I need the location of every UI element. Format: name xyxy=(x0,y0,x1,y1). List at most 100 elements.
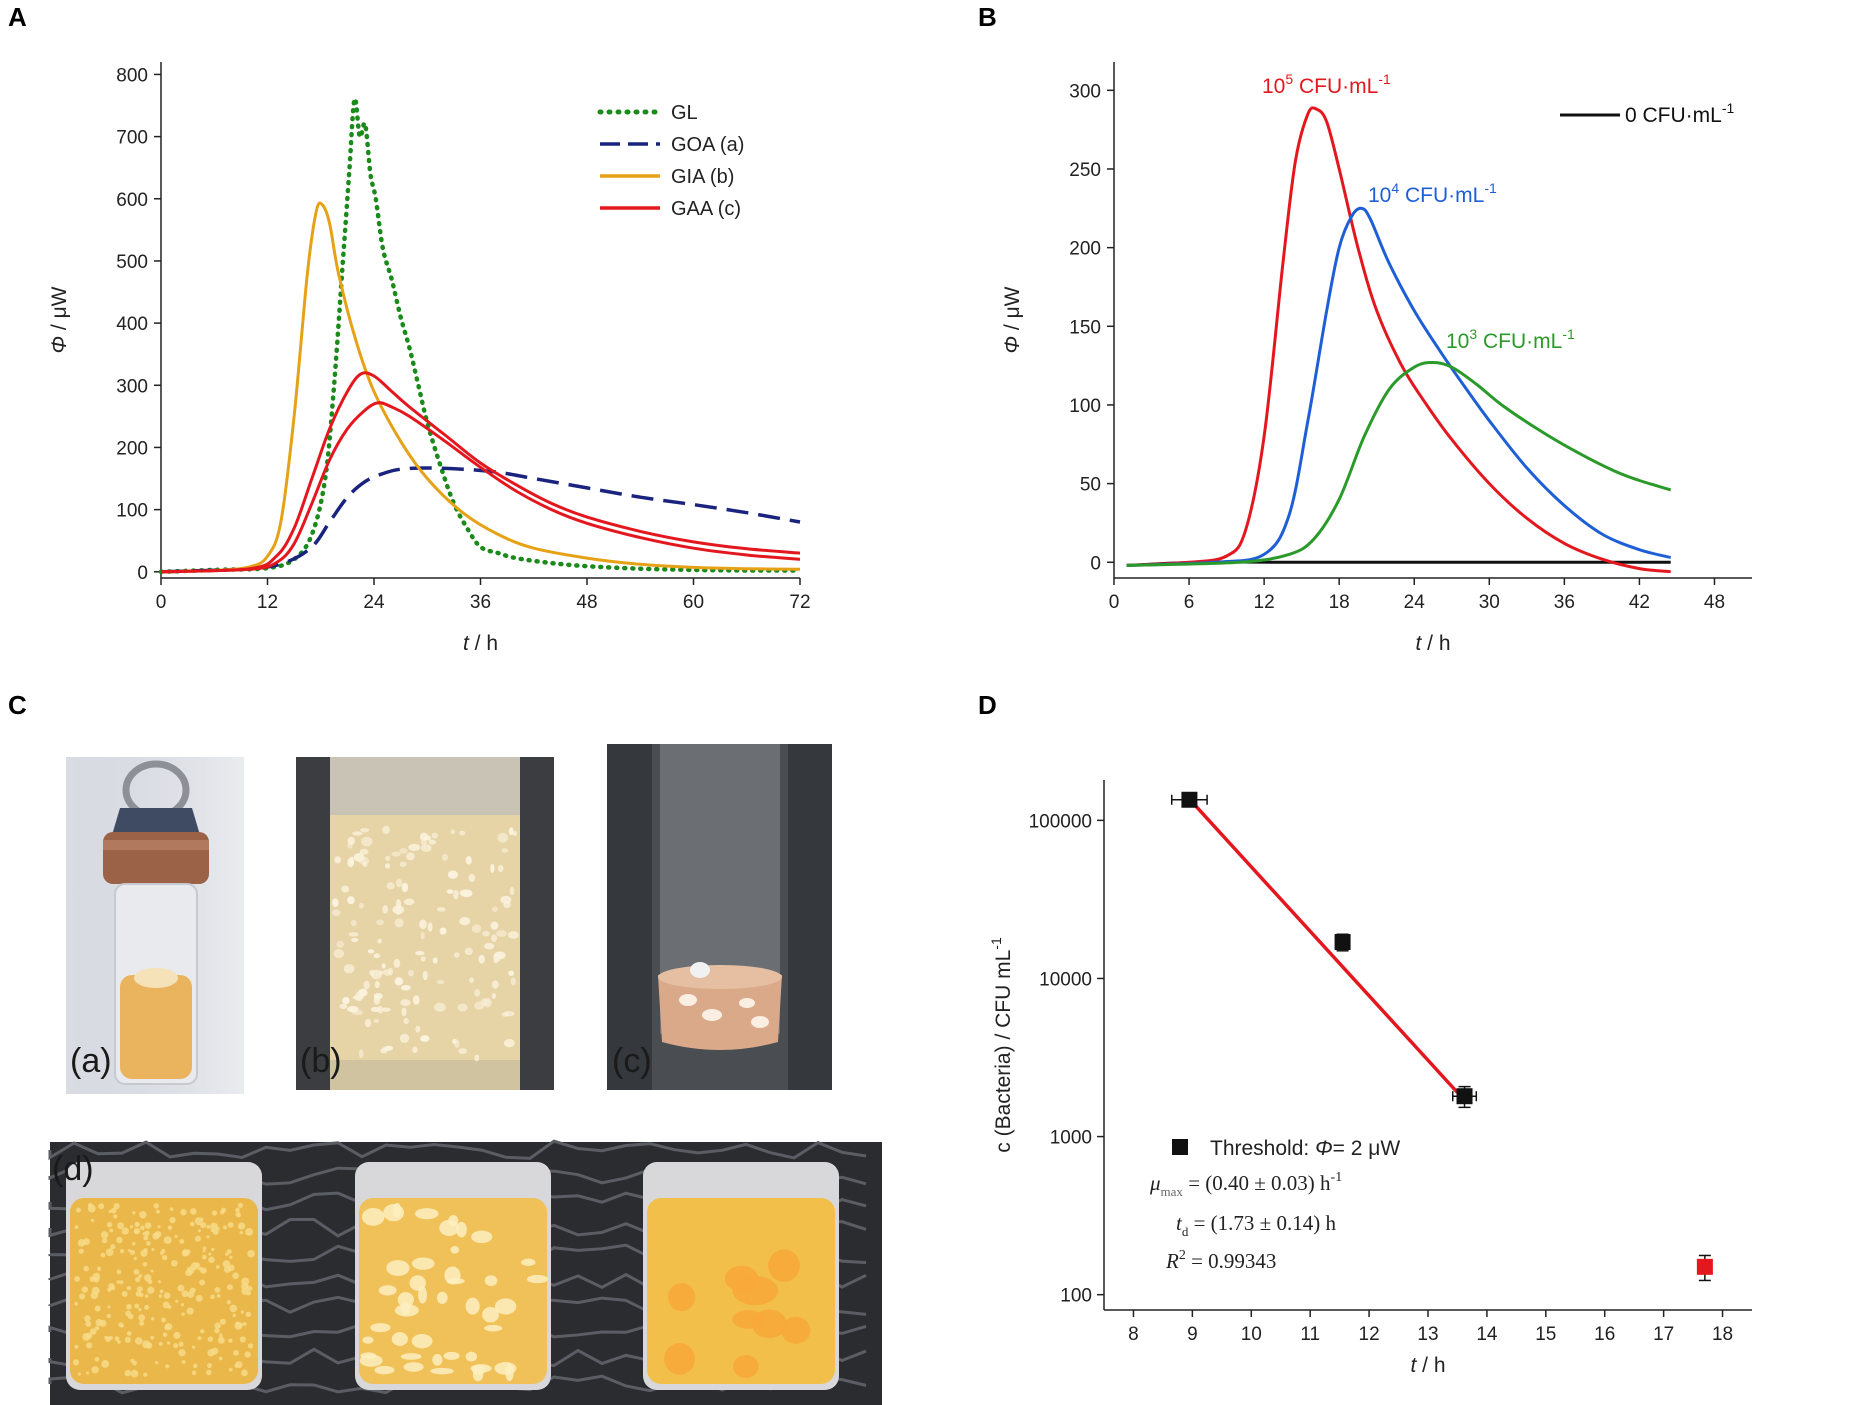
colony-dot xyxy=(194,1235,202,1242)
colony-dot xyxy=(91,1366,99,1374)
colony-dot xyxy=(418,1286,428,1304)
colony-dot xyxy=(374,980,380,989)
colony-dot xyxy=(493,953,502,962)
colony-dot xyxy=(471,924,482,933)
colony-dot xyxy=(186,1266,195,1275)
colony-dot xyxy=(110,1207,117,1214)
colony-dot xyxy=(474,1054,480,1062)
b-xtick-label: 0 xyxy=(1109,592,1120,613)
d-fit-line xyxy=(1191,801,1459,1094)
colony-dot xyxy=(378,1285,397,1296)
colony-dot xyxy=(134,1221,140,1228)
colony-dot xyxy=(432,957,438,964)
colony-dot xyxy=(245,1284,249,1289)
colony-dot xyxy=(225,1252,229,1256)
colony-dot xyxy=(453,889,459,900)
colony-dot xyxy=(138,1314,146,1322)
colony-dot xyxy=(491,934,498,943)
colony-dot xyxy=(403,898,415,906)
colony-dot xyxy=(74,1344,79,1349)
colony-dot xyxy=(240,1310,244,1314)
colony-dot xyxy=(216,1294,221,1298)
colony-dot xyxy=(211,1247,215,1252)
colony-dot xyxy=(75,1207,82,1213)
d-xtick-label: 11 xyxy=(1300,1324,1320,1345)
a-ytick-label: 300 xyxy=(116,376,148,397)
colony-dot xyxy=(350,937,359,942)
d-ytick-label: 1000 xyxy=(1050,1128,1092,1149)
colony-dot xyxy=(201,1254,207,1260)
colony-dot xyxy=(491,992,497,1000)
a-xtick-label: 12 xyxy=(257,592,278,613)
colony-dot xyxy=(206,1235,210,1239)
colony-dot xyxy=(411,1257,435,1270)
colony-dot xyxy=(454,1039,460,1049)
colony-dot xyxy=(381,963,386,969)
colony-dot xyxy=(781,1316,811,1344)
colony-dot xyxy=(232,1272,239,1280)
colony-dot xyxy=(114,1336,120,1342)
colony-dot xyxy=(382,969,392,976)
colony-dot xyxy=(81,1286,89,1293)
colony-dot xyxy=(394,918,404,928)
colony-dot xyxy=(107,1305,111,1309)
colony-dot xyxy=(132,1211,136,1215)
colony-dot xyxy=(341,885,350,893)
colony-dot xyxy=(143,1274,152,1282)
colony-dot xyxy=(362,1336,374,1344)
colony-dot xyxy=(349,856,354,865)
colony-dot xyxy=(163,1292,171,1299)
colony-dot xyxy=(503,1038,515,1048)
b-x-label: t / h xyxy=(1415,632,1450,655)
colony-dot xyxy=(169,1207,174,1212)
colony-dot xyxy=(139,1210,147,1219)
colony-dot xyxy=(157,1225,161,1229)
colony-dot xyxy=(87,1202,93,1208)
d-xtick-label: 15 xyxy=(1535,1324,1556,1345)
colony-dot xyxy=(173,1331,181,1339)
colony-dot xyxy=(380,1048,388,1054)
b-ytick-label: 0 xyxy=(1090,553,1101,574)
colony-dot xyxy=(376,919,385,926)
colony-dot xyxy=(373,992,383,1000)
b-xtick-label: 48 xyxy=(1704,592,1725,613)
colony-dot xyxy=(768,1249,800,1283)
colony-dot xyxy=(439,927,447,935)
colony-dot xyxy=(100,1252,106,1258)
colony-dot xyxy=(247,1249,255,1258)
colony-dot xyxy=(370,1006,381,1013)
colony-dot xyxy=(178,1341,184,1347)
colony-dot xyxy=(126,1285,132,1291)
colony-dot xyxy=(465,856,472,865)
colony-dot xyxy=(358,1049,364,1059)
colony-dot xyxy=(133,1268,140,1275)
d-stat-mu: μmax = (0.40 ± 0.03) h-1 xyxy=(1149,1170,1342,1199)
colony-dot xyxy=(194,1217,203,1226)
colony-dot xyxy=(419,832,429,841)
colony-dot xyxy=(446,1277,465,1285)
colony-dot xyxy=(222,1225,227,1230)
colony-dot xyxy=(241,1369,248,1377)
colony-dot xyxy=(158,1294,163,1298)
colony-dot xyxy=(234,1321,243,1330)
colony-dot xyxy=(181,1290,189,1298)
colony-dot xyxy=(241,1287,249,1295)
d-xtick-label: 17 xyxy=(1653,1324,1674,1345)
a-xtick-label: 48 xyxy=(576,592,597,613)
colony-dot xyxy=(359,848,369,855)
colony-dot xyxy=(332,898,339,908)
colony-dot xyxy=(457,1003,468,1012)
colony-dot xyxy=(482,1307,499,1323)
colony-dot xyxy=(138,1274,143,1278)
colony-dot xyxy=(751,1309,787,1339)
photo-b-label: (b) xyxy=(300,1042,342,1080)
d-x-label: t / h xyxy=(1410,1354,1445,1377)
colony-dot xyxy=(247,1285,253,1291)
colony-dot xyxy=(401,882,409,893)
a-legend-label-2: GIA (b) xyxy=(671,166,734,188)
colony-dot xyxy=(422,970,428,981)
colony-dot xyxy=(483,942,495,950)
b-xtick-label: 36 xyxy=(1554,592,1575,613)
colony-dot xyxy=(512,830,517,836)
colony-dot xyxy=(374,1365,395,1375)
